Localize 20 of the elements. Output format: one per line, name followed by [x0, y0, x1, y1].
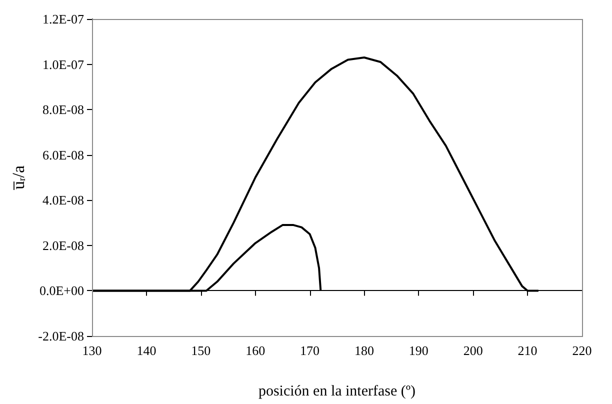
x-tick-label: 220: [572, 343, 592, 358]
x-tick-label: 170: [300, 343, 320, 358]
x-tick-label: 210: [518, 343, 538, 358]
y-tick-label: -2.0E-08: [38, 328, 84, 344]
y-tick-label: 1.2E-07: [42, 12, 84, 26]
y-tick-label: 1.0E-07: [42, 56, 84, 72]
x-tick-label: 130: [82, 343, 102, 358]
y-tick-label: 8.0E-08: [42, 102, 84, 118]
y-axis-title: u̅r/a: [8, 165, 28, 191]
y-tick-label: 6.0E-08: [42, 147, 84, 162]
x-tick-label: 200: [463, 343, 483, 358]
x-tick-label: 180: [354, 343, 374, 358]
y-tick-label: 2.0E-08: [42, 238, 84, 253]
y-tick-label: 4.0E-08: [42, 192, 84, 208]
x-axis-title: posición en la interfase (º): [258, 384, 416, 400]
y-tick-label: 0.0E+00: [39, 283, 84, 298]
x-tick-label: 140: [136, 343, 156, 358]
x-tick-label: 190: [408, 343, 428, 358]
x-tick-label: 150: [191, 343, 211, 358]
x-tick-label: 160: [246, 343, 266, 358]
